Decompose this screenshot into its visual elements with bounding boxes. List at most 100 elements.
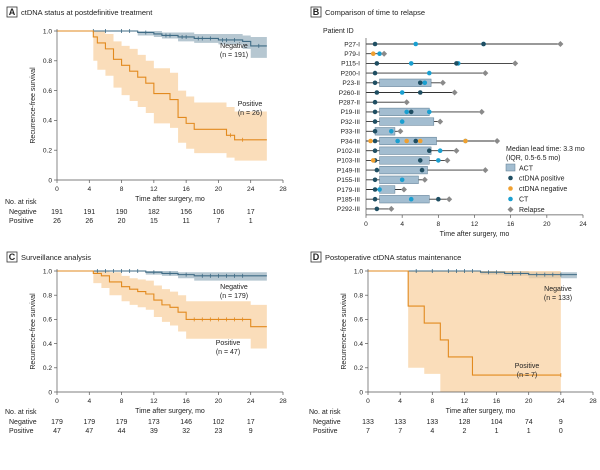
patient-row: P19-III (341, 107, 485, 116)
patient-id-label: P149-III (337, 167, 360, 174)
at-risk-value: 9 (559, 419, 563, 426)
at-risk-value: 191 (83, 209, 95, 216)
at-risk-value: 20 (118, 218, 126, 225)
patient-id-label: P200-I (341, 70, 361, 77)
ctdna-positive-dot (374, 167, 380, 173)
ctdna-positive-dot (372, 41, 378, 47)
series-n-positive: (n = 47) (216, 349, 240, 356)
y-axis-label: Recurrence-free survival (30, 67, 37, 144)
at-risk-value: 128 (459, 419, 471, 426)
ct-dot (422, 80, 428, 86)
patient-row: P292-III (337, 205, 395, 213)
patient-row: P103-III (337, 156, 451, 165)
ct-dot (389, 129, 394, 134)
ctdna-positive-dot (372, 148, 378, 153)
at-risk-header: No. at risk (5, 199, 37, 206)
patient-row: P23-II (342, 78, 446, 87)
patient-id-label: P115-I (341, 61, 360, 68)
panel-label: D (313, 252, 320, 262)
patient-row: P287-II (339, 99, 410, 107)
at-risk-value: 9 (249, 428, 253, 435)
series-n-positive: (n = 7) (517, 372, 537, 379)
at-risk-value: 179 (116, 419, 128, 426)
y-axis-label: Recurrence-free survival (30, 293, 37, 370)
at-risk-header: No. at risk (5, 409, 37, 416)
x-axis-label: Time after surgery, mo (446, 408, 516, 415)
patient-row: P179-III (337, 185, 407, 194)
at-risk-row-label: Negative (9, 419, 37, 426)
panel-c: C Surveillance analysis Negative (n = 179) P… (5, 251, 287, 435)
relapse-marker (437, 118, 444, 125)
ct-dot (437, 148, 443, 153)
median-lead-time: Median lead time: 3.3 mo (506, 146, 585, 153)
legend-relapse-marker (507, 206, 514, 213)
x-tick-label: 28 (279, 398, 287, 405)
relapse-marker (444, 157, 451, 164)
at-risk-row-label: Negative (9, 209, 37, 216)
act-bar (379, 195, 430, 204)
patient-id-label: P287-II (339, 100, 360, 107)
ctdna-positive-dot (372, 70, 378, 76)
x-tick-label: 12 (150, 186, 158, 193)
x-tick-label: 20 (525, 398, 533, 405)
at-risk-value: 191 (51, 209, 63, 216)
patient-id-label: P185-III (337, 197, 360, 204)
panel-title: Comparison of time to relapse (325, 8, 425, 17)
patient-row: P33-III (341, 127, 404, 136)
x-tick-label: 8 (436, 221, 440, 228)
act-bar (379, 78, 432, 87)
at-risk-value: 44 (118, 428, 126, 435)
at-risk-value: 146 (180, 419, 192, 426)
patient-id-header: Patient ID (323, 28, 354, 35)
y-tick-label: 0 (48, 389, 52, 396)
ctdna-positive-dot (372, 109, 378, 115)
at-risk-value: 173 (148, 419, 160, 426)
series-n-positive: (n = 26) (238, 110, 262, 117)
x-tick-label: 12 (150, 398, 158, 405)
act-bar (379, 146, 432, 155)
at-risk-value: 7 (216, 218, 220, 225)
ct-dot (426, 109, 432, 115)
y-tick-label: 0.4 (43, 341, 52, 348)
panel-b: B Comparison of time to relapse Patient ID… (310, 6, 587, 238)
km-line-positive (368, 270, 561, 376)
y-tick-label: 0 (48, 177, 52, 184)
ct-dot (377, 51, 382, 56)
ctdna-positive-dot (419, 167, 425, 173)
patient-row: P149-III (337, 166, 489, 174)
x-tick-label: 20 (215, 186, 223, 193)
at-risk-value: 133 (362, 419, 374, 426)
at-risk-value: 156 (180, 209, 192, 216)
x-tick-label: 0 (366, 398, 370, 405)
relapse-marker (453, 147, 460, 154)
panel-label: A (9, 7, 16, 17)
at-risk-value: 7 (366, 428, 370, 435)
relapse-marker (482, 70, 489, 77)
x-tick-label: 4 (87, 186, 91, 193)
ctdna-negative-dot (404, 138, 409, 144)
ctdna-negative-dot (368, 138, 373, 144)
at-risk-value: 17 (247, 209, 255, 216)
at-risk-value: 179 (51, 419, 63, 426)
panel-d: D Postoperative ctDNA status maintenance N… (309, 251, 597, 435)
ctdna-positive-dot (372, 80, 378, 86)
y-axis-label: Recurrence-free survival (341, 293, 348, 370)
at-risk-value: 133 (394, 419, 406, 426)
ci-band-negative (57, 271, 267, 282)
series-label-negative: Negative (220, 43, 248, 50)
x-tick-label: 20 (215, 398, 223, 405)
ci-band-positive (57, 31, 267, 161)
x-tick-label: 28 (279, 186, 287, 193)
panel-title: Surveillance analysis (21, 253, 91, 262)
at-risk-value: 47 (85, 428, 93, 435)
at-risk-value: 1 (527, 428, 531, 435)
x-tick-label: 28 (589, 398, 597, 405)
patient-row: P260-II (339, 89, 458, 97)
y-tick-label: 0.2 (43, 365, 52, 372)
ct-dot (413, 41, 419, 47)
km-line-negative (368, 270, 577, 276)
at-risk-value: 26 (85, 218, 93, 225)
ctdna-positive-dot (426, 148, 432, 153)
relapse-marker (400, 186, 407, 193)
at-risk-value: 1 (495, 428, 499, 435)
